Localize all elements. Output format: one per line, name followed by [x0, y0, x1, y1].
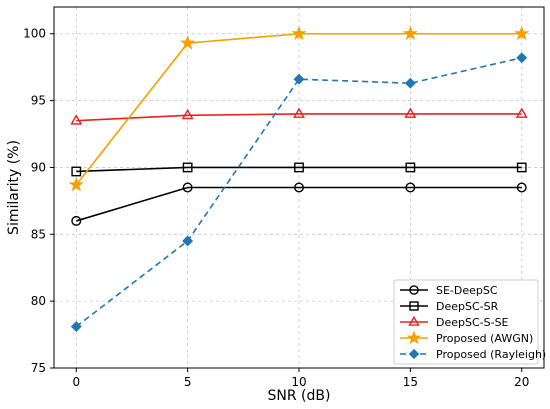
series-deepsc-sr — [71, 162, 527, 177]
legend-label: DeepSC-SR — [436, 300, 499, 313]
legend-marker — [408, 348, 420, 360]
data-point — [68, 176, 84, 192]
axis-ticks: 0 5 10 15 20 75 80 85 90 95 100 — [23, 27, 529, 389]
data-point — [71, 166, 82, 177]
data-point — [516, 52, 528, 64]
series-line — [76, 186, 522, 222]
legend-marker — [409, 285, 419, 295]
series-se-deepsc — [71, 182, 527, 226]
data-point — [516, 182, 527, 193]
y-axis-label: Similarity (%) — [6, 140, 22, 235]
data-point — [405, 182, 416, 193]
data-point — [182, 162, 193, 173]
data-point — [70, 321, 82, 332]
data-point — [402, 25, 418, 41]
legend-label: SE-DeepSC — [436, 284, 498, 297]
data-point — [182, 235, 194, 247]
y-tick-label: 90 — [31, 160, 46, 174]
legend-marker — [408, 315, 420, 326]
series-proposed-rayleigh — [70, 52, 528, 332]
x-tick-label: 10 — [291, 375, 306, 389]
y-tick-label: 95 — [31, 94, 46, 108]
data-point — [514, 25, 530, 41]
y-tick-label: 100 — [23, 27, 46, 41]
series-layer — [68, 25, 530, 332]
legend-marker — [409, 301, 419, 311]
data-point — [180, 35, 196, 50]
series-line — [76, 166, 522, 173]
x-axis-label: SNR (dB) — [268, 388, 331, 404]
data-point — [294, 162, 304, 173]
data-point — [181, 108, 194, 120]
series-line — [75, 57, 522, 328]
data-point — [404, 107, 417, 118]
y-tick-label: 80 — [31, 294, 46, 308]
data-point — [293, 73, 305, 85]
x-tick-label: 20 — [514, 375, 529, 389]
y-tick-label: 75 — [31, 361, 46, 375]
series-line — [76, 113, 522, 122]
y-tick-label: 85 — [31, 227, 46, 241]
data-point — [293, 107, 305, 118]
data-point — [405, 162, 416, 173]
series-deepsc-s-se — [70, 107, 528, 125]
series-proposed-awgn — [68, 25, 530, 192]
legend-box — [393, 279, 539, 365]
data-point — [404, 77, 416, 89]
legend-label: DeepSC-S-SE — [436, 316, 509, 329]
legend: SE-DeepSC DeepSC-SR DeepSC-S-SE Proposed (A… — [393, 279, 546, 365]
data-point — [516, 162, 527, 173]
data-point — [71, 215, 82, 226]
x-tick-label: 0 — [72, 375, 80, 389]
data-point — [515, 107, 528, 118]
data-point — [291, 25, 307, 41]
legend-label: Proposed (AWGN) — [436, 332, 533, 345]
x-tick-label: 15 — [403, 375, 418, 389]
x-tick-label: 5 — [184, 375, 192, 389]
legend-label: Proposed (Rayleigh) — [436, 348, 546, 361]
legend-marker — [406, 330, 422, 345]
data-point — [182, 182, 193, 193]
data-point — [70, 114, 83, 125]
data-point — [294, 182, 305, 193]
